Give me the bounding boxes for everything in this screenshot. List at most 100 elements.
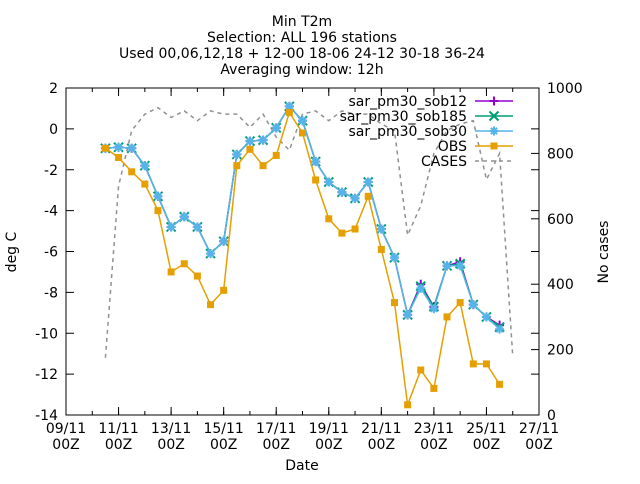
point-sar-pm30-sob30 <box>272 123 281 132</box>
title-line-0: Min T2m <box>272 14 332 30</box>
point-sar-pm30-sob30 <box>219 237 228 246</box>
y2-tick-label: 800 <box>547 146 574 162</box>
point-obs <box>167 268 175 276</box>
point-sar-pm30-sob30 <box>206 249 215 258</box>
point-sar-pm30-sob30 <box>114 143 123 152</box>
y-tick-label: 0 <box>49 122 58 138</box>
point-sar-pm30-sob30 <box>377 225 386 233</box>
point-obs <box>312 176 320 184</box>
plot-frame <box>65 87 540 416</box>
point-obs <box>207 301 215 309</box>
point-obs <box>351 225 359 233</box>
point-obs <box>390 299 398 307</box>
series-cases <box>104 106 514 358</box>
point-sar-pm30-sob30 <box>246 137 254 145</box>
point-obs <box>285 109 293 117</box>
x-tick-label-time: 00Z <box>525 437 552 453</box>
legend: sar_pm30_sob12sar_pm30_sob185sar_pm30_so… <box>340 94 513 170</box>
x-tick-label-time: 00Z <box>368 437 395 453</box>
title-line-2: Used 00,06,12,18 + 12-00 18-06 24-12 30-… <box>119 46 485 62</box>
point-sar-pm30-sob30 <box>495 325 504 334</box>
point-obs <box>115 153 123 161</box>
point-obs <box>246 145 254 153</box>
x-tick-label: 19/11 <box>309 421 349 437</box>
point-obs <box>154 207 162 215</box>
point-sar-pm30-sob30 <box>469 300 478 309</box>
y2-tick-label: 1000 <box>547 81 583 97</box>
y-axis-ticks: 2 0 -2 -4 -6 -8 -10 -12 -14 <box>35 81 539 424</box>
x-tick-label: 25/11 <box>466 421 506 437</box>
point-obs <box>404 401 412 409</box>
x-tick-label: 27/11 <box>519 421 559 437</box>
point-obs <box>430 384 438 392</box>
series-sar-pm30-sob30 <box>100 101 505 334</box>
legend-label-sar-pm30-sob185: sar_pm30_sob185 <box>340 109 467 125</box>
legend-label-obs: OBS <box>438 139 467 155</box>
x-tick-label: 15/11 <box>203 421 243 437</box>
y2-axis-ticks: 1000 800 600 400 200 0 <box>531 81 583 424</box>
point-sar-pm30-sob30 <box>403 310 412 319</box>
point-obs <box>377 245 385 253</box>
x-axis-label: Date <box>285 458 318 474</box>
point-obs <box>193 272 201 280</box>
point-obs <box>180 260 188 268</box>
series-obs <box>101 109 504 409</box>
x-tick-label: 09/11 <box>46 421 86 437</box>
point-obs <box>272 151 280 159</box>
y-tick-label: -6 <box>44 245 58 261</box>
point-sar-pm30-sob30 <box>338 188 346 197</box>
x-tick-label-time: 00Z <box>315 437 342 453</box>
point-sar-pm30-sob30 <box>311 157 320 166</box>
point-sar-pm30-sob30 <box>456 261 465 270</box>
point-obs <box>299 129 306 137</box>
series-line-cases <box>104 106 514 358</box>
point-obs <box>482 360 490 368</box>
x-tick-label: 17/11 <box>256 421 296 437</box>
x-tick-label: 11/11 <box>98 421 138 437</box>
legend-label-sar-pm30-sob12: sar_pm30_sob12 <box>348 94 467 110</box>
y-tick-label: -14 <box>35 408 58 424</box>
legend-marker-obs <box>490 142 498 150</box>
point-obs <box>469 360 477 368</box>
x-tick-label-time: 00Z <box>52 437 79 453</box>
point-sar-pm30-sob30 <box>127 144 136 153</box>
point-obs <box>456 299 464 307</box>
point-obs <box>496 380 504 388</box>
point-sar-pm30-sob30 <box>298 116 307 125</box>
y-tick-label: -10 <box>35 326 58 342</box>
series-layer <box>100 101 514 409</box>
point-sar-pm30-sob30 <box>193 223 202 231</box>
point-obs <box>101 144 109 152</box>
title-line-1: Selection: ALL 196 stations <box>207 30 397 46</box>
y-axis-label: deg C <box>4 231 20 272</box>
point-sar-pm30-sob30 <box>259 136 267 144</box>
y2-axis-label: No cases <box>596 221 612 284</box>
point-sar-pm30-sob30 <box>232 150 241 159</box>
point-obs <box>443 313 451 321</box>
x-tick-label-time: 00Z <box>473 437 500 453</box>
x-tick-label-time: 00Z <box>210 437 237 453</box>
x-tick-label: 23/11 <box>414 421 454 437</box>
legend-label-sar-pm30-sob30: sar_pm30_sob30 <box>348 124 467 140</box>
point-obs <box>141 180 149 188</box>
x-tick-label: 13/11 <box>151 421 191 437</box>
point-sar-pm30-sob30 <box>180 212 189 221</box>
legend-label-cases: CASES <box>421 154 467 170</box>
point-obs <box>259 162 267 170</box>
point-sar-pm30-sob30 <box>285 102 294 111</box>
y2-tick-label: 600 <box>547 212 574 228</box>
y-tick-label: 2 <box>49 81 58 97</box>
y-tick-label: -2 <box>44 163 58 179</box>
point-obs <box>233 162 241 170</box>
y-tick-label: -4 <box>44 204 58 220</box>
point-sar-pm30-sob30 <box>154 192 162 201</box>
x-tick-label-time: 00Z <box>420 437 447 453</box>
point-obs <box>325 215 333 223</box>
point-sar-pm30-sob30 <box>482 313 491 321</box>
x-axis-ticks: 09/1100Z11/1100Z13/1100Z15/1100Z17/1100Z… <box>46 88 559 453</box>
point-sar-pm30-sob30 <box>324 178 333 186</box>
y2-tick-label: 200 <box>547 343 574 359</box>
y2-tick-label: 400 <box>547 277 574 293</box>
